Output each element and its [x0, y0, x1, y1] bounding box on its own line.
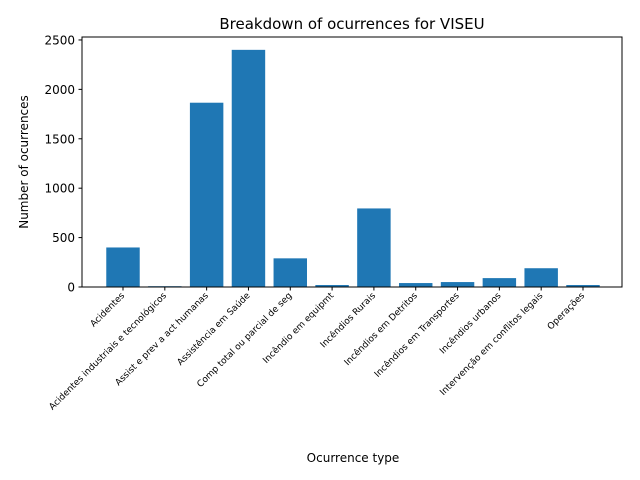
- bar: [440, 282, 475, 287]
- bars: [106, 49, 600, 288]
- bar: [357, 208, 391, 287]
- plot-frame: [81, 36, 623, 288]
- y-tick-label: 2500: [44, 33, 75, 47]
- bar: [231, 49, 266, 287]
- y-axis-label: Number of ocurrences: [17, 95, 31, 229]
- bar: [315, 285, 349, 287]
- y-tick-label: 1000: [44, 182, 75, 196]
- y-tick-label: 2000: [44, 83, 75, 97]
- bar: [189, 102, 224, 288]
- y-tick-label: 1500: [44, 132, 75, 146]
- bar: [524, 268, 558, 287]
- bar: [273, 258, 307, 287]
- y-tick-label: 0: [67, 281, 75, 295]
- bar: [399, 283, 433, 287]
- y-tick-label: 500: [52, 231, 75, 245]
- y-axis: 0 500 1000 1500 2000 2500: [44, 33, 82, 295]
- x-axis-label: Ocurrence type: [307, 451, 400, 465]
- bar: [482, 278, 517, 287]
- bar: [106, 247, 140, 287]
- bar: [566, 285, 600, 287]
- chart-title: Breakdown of ocurrences for VISEU: [219, 15, 484, 33]
